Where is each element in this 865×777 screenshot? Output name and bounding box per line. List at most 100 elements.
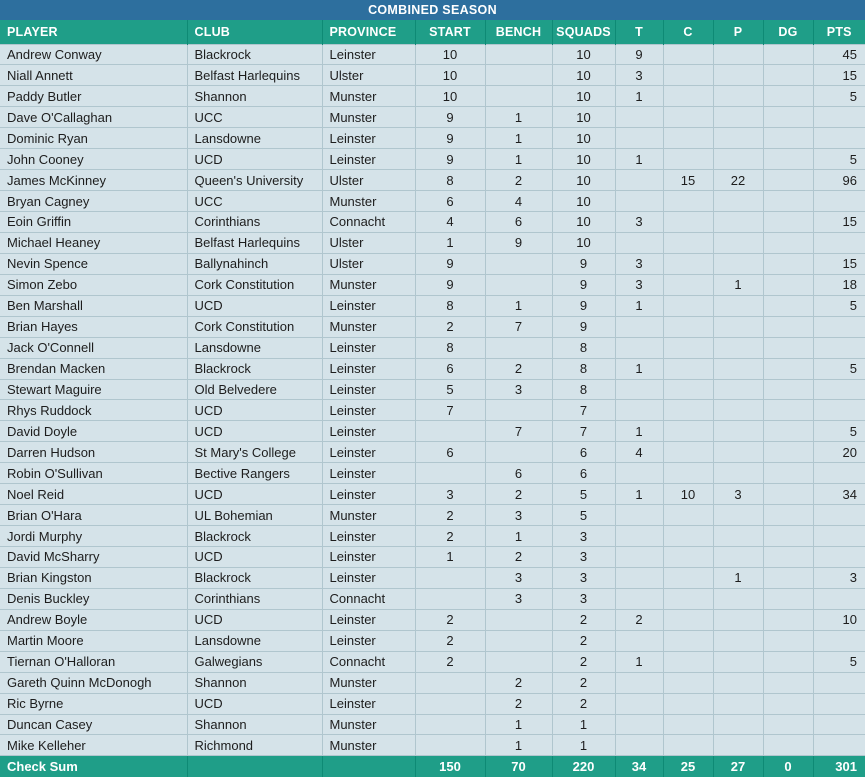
table-row: Stewart Maguire Old Belvedere Leinster 5 3 8	[0, 378, 865, 400]
cell: Dominic Ryan	[0, 127, 187, 149]
cell	[614, 713, 663, 735]
cell: Queen's University	[186, 169, 322, 191]
cell: 3	[484, 566, 552, 589]
cell: Corinthians	[186, 211, 322, 233]
cell: 6	[414, 357, 485, 379]
cell: Old Belvedere	[186, 378, 322, 400]
cell: Rhys Ruddock	[0, 399, 187, 421]
cell: 1	[614, 357, 663, 379]
cell: 1	[614, 650, 663, 673]
table-row: Jack O'Connell Lansdowne Leinster 8 8	[0, 336, 865, 359]
cell: 3	[414, 483, 485, 505]
checksum-cell: 301	[812, 755, 865, 777]
cell: Leinster	[321, 294, 415, 317]
cell	[712, 315, 763, 338]
cell	[762, 399, 813, 421]
checksum-cell: 70	[484, 755, 552, 777]
cell: 5	[812, 148, 865, 170]
cell	[662, 587, 713, 610]
cell: 5	[812, 650, 865, 673]
cell	[762, 231, 813, 254]
cell: Munster	[321, 734, 415, 756]
cell: Leinster	[321, 357, 415, 379]
cell: Eoin Griffin	[0, 211, 187, 233]
cell	[614, 315, 663, 338]
header-cell-province: PROVINCE	[321, 20, 415, 44]
cell	[762, 483, 813, 505]
cell: Brian Kingston	[0, 566, 187, 589]
cell: Munster	[321, 713, 415, 735]
cell: 3	[812, 566, 865, 589]
cell	[614, 190, 663, 212]
cell	[712, 713, 763, 735]
cell	[614, 587, 663, 610]
cell	[712, 525, 763, 547]
cell: 10	[551, 190, 615, 212]
cell: Leinster	[321, 546, 415, 568]
cell	[712, 252, 763, 275]
cell	[662, 713, 713, 735]
checksum-cell: 0	[762, 755, 813, 777]
cell: 20	[812, 441, 865, 463]
cell: 7	[414, 399, 485, 421]
cell	[762, 734, 813, 756]
cell	[662, 85, 713, 107]
cell	[662, 566, 713, 589]
cell	[762, 378, 813, 400]
cell: 3	[484, 587, 552, 610]
cell: Jack O'Connell	[0, 336, 187, 359]
cell: Connacht	[321, 587, 415, 610]
cell	[712, 587, 763, 610]
cell: Cork Constitution	[186, 315, 322, 338]
cell: 1	[484, 148, 552, 170]
table-row: Andrew Boyle UCD Leinster 2 2 2 10	[0, 608, 865, 631]
cell: 4	[484, 190, 552, 212]
cell: Belfast Harlequins	[186, 231, 322, 254]
cell: 10	[551, 106, 615, 128]
cell	[812, 587, 865, 610]
cell: 7	[551, 420, 615, 442]
checksum-cell: 27	[712, 755, 763, 777]
cell	[812, 378, 865, 400]
cell: 8	[414, 294, 485, 317]
cell: 10	[662, 483, 713, 505]
cell: Munster	[321, 504, 415, 526]
cell: Dave O'Callaghan	[0, 106, 187, 128]
cell	[762, 587, 813, 610]
cell: 7	[484, 420, 552, 442]
table-row: James McKinney Queen's University Ulster 8 2…	[0, 169, 865, 191]
cell	[712, 671, 763, 694]
checksum-row: Check Sum 150 70 220 34 25 27 0 301	[0, 755, 865, 777]
cell: Leinster	[321, 566, 415, 589]
cell: David Doyle	[0, 420, 187, 442]
cell: 9	[551, 273, 615, 296]
cell	[614, 231, 663, 254]
cell: Munster	[321, 106, 415, 128]
cell: Leinster	[321, 629, 415, 652]
cell: 15	[812, 252, 865, 275]
cell: 3	[551, 566, 615, 589]
cell	[762, 336, 813, 359]
cell: 2	[414, 525, 485, 547]
cell	[484, 252, 552, 275]
cell	[762, 148, 813, 170]
cell: 15	[662, 169, 713, 191]
cell: 10	[551, 169, 615, 191]
cell: 3	[614, 64, 663, 86]
cell	[414, 734, 485, 756]
cell: 6	[414, 441, 485, 463]
cell: 3	[484, 378, 552, 400]
cell: 3	[551, 546, 615, 568]
cell: 10	[414, 43, 485, 65]
cell	[662, 629, 713, 652]
cell: 45	[812, 43, 865, 65]
cell: UCC	[186, 106, 322, 128]
cell	[712, 734, 763, 756]
cell	[712, 399, 763, 421]
table-row: Darren Hudson St Mary's College Leinster 6 6…	[0, 441, 865, 463]
cell	[712, 608, 763, 631]
cell	[662, 525, 713, 547]
cell	[614, 566, 663, 589]
cell: Lansdowne	[186, 336, 322, 359]
